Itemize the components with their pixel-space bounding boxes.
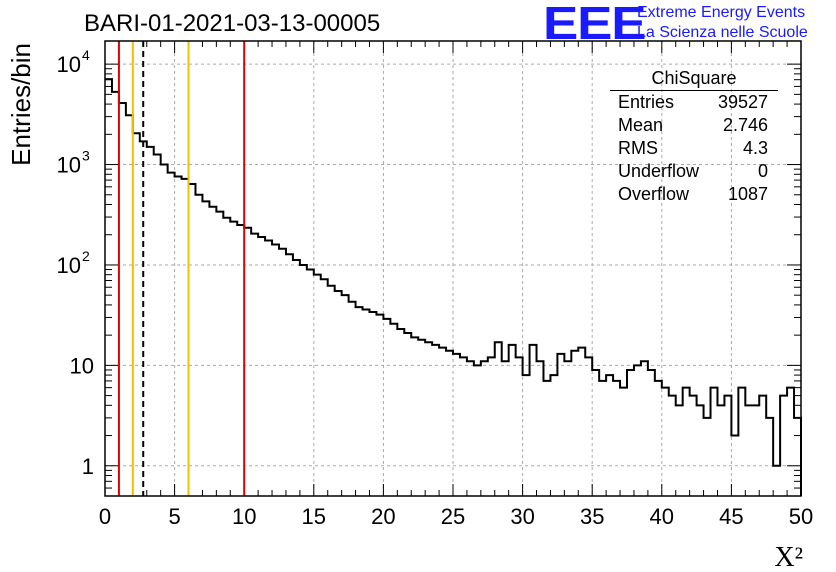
x-tick-label: 25 xyxy=(441,504,465,529)
stats-row-entries: Entries 39527 xyxy=(610,91,778,114)
stats-label: Mean xyxy=(618,115,664,135)
x-tick-label: 30 xyxy=(510,504,534,529)
plot-title: BARI-01-2021-03-13-00005 xyxy=(84,10,381,37)
y-tick-exponent: 2 xyxy=(82,248,90,264)
histogram-series xyxy=(105,78,802,496)
logo-line-2: La Scienza nelle Scuole xyxy=(637,24,808,41)
plot-frame xyxy=(104,40,802,497)
y-tick-label: 10 xyxy=(70,353,94,378)
y-tick-label: 10 xyxy=(57,153,81,178)
stats-value: 1087 xyxy=(727,184,768,204)
stats-row-underflow: Underflow 0 xyxy=(610,160,778,183)
x-tick-label: 50 xyxy=(789,504,813,529)
y-axis-label: Entries/bin xyxy=(6,43,36,166)
stats-value: 2.746 xyxy=(722,115,768,135)
x-tick-label: 35 xyxy=(580,504,604,529)
x-tick-label: 0 xyxy=(99,504,111,529)
x-tick-label: 10 xyxy=(232,504,256,529)
y-tick-exponent: 4 xyxy=(82,47,90,63)
y-tick-exponent: 3 xyxy=(82,148,90,164)
stats-row-rms: RMS 4.3 xyxy=(610,137,778,160)
x-tick-label: 45 xyxy=(719,504,743,529)
y-tick-label: 10 xyxy=(57,52,81,77)
x-tick-label: 20 xyxy=(371,504,395,529)
stats-row-overflow: Overflow 1087 xyxy=(610,183,778,206)
stats-label: Underflow xyxy=(618,161,700,181)
x-axis-label: X² xyxy=(774,542,803,572)
stats-label: Entries xyxy=(618,92,675,112)
stats-title: ChiSquare xyxy=(610,66,778,91)
y-tick-label: 1 xyxy=(82,454,94,479)
x-tick-label: 5 xyxy=(168,504,180,529)
stats-box: ChiSquare Entries 39527 Mean 2.746 RMS 4… xyxy=(610,66,778,206)
stats-label: Overflow xyxy=(618,184,690,204)
stats-value: 39527 xyxy=(717,92,768,112)
logo-line-1: Extreme Energy Events xyxy=(637,4,806,21)
stats-label: RMS xyxy=(618,138,658,158)
stats-value: 0 xyxy=(757,161,768,181)
x-tick-label: 40 xyxy=(650,504,674,529)
eee-logo: EEE xyxy=(543,0,647,49)
x-tick-label: 15 xyxy=(302,504,326,529)
stats-value: 4.3 xyxy=(742,138,768,158)
y-tick-label: 10 xyxy=(57,253,81,278)
stats-row-mean: Mean 2.746 xyxy=(610,114,778,137)
